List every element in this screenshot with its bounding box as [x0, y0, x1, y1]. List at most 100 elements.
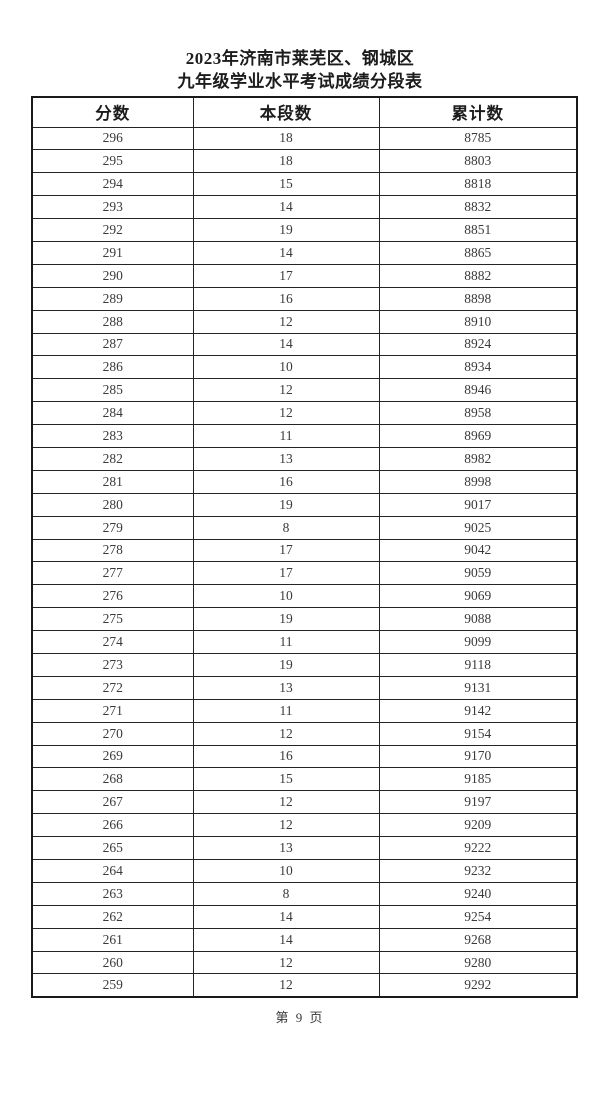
segment-count-cell: 14 — [192, 240, 380, 265]
segment-count-cell: 12 — [192, 309, 380, 334]
page-number: 第 9 页 — [275, 1009, 325, 1025]
score-cell: 293 — [31, 195, 194, 220]
score-cell: 285 — [31, 378, 194, 403]
table-row: 281 16 8998 — [31, 469, 578, 494]
segment-count-cell: 19 — [192, 492, 380, 517]
table-row: 284 12 8958 — [31, 401, 578, 426]
score-cell: 261 — [31, 927, 194, 952]
score-cell: 262 — [31, 904, 194, 929]
table-row: 296 18 8785 — [31, 126, 578, 151]
cumulative-count-cell: 8958 — [378, 401, 578, 426]
cumulative-count-cell: 9142 — [378, 698, 578, 723]
score-cell: 270 — [31, 721, 194, 746]
segment-count-cell: 8 — [192, 515, 380, 540]
segment-count-cell: 19 — [192, 607, 380, 632]
table-row: 294 15 8818 — [31, 172, 578, 197]
table-row: 277 17 9059 — [31, 561, 578, 586]
cumulative-count-cell: 9118 — [378, 652, 578, 677]
table-row: 280 19 9017 — [31, 492, 578, 517]
score-cell: 269 — [31, 744, 194, 769]
score-cell: 294 — [31, 172, 194, 197]
table-row: 259 12 9292 — [31, 973, 578, 998]
segment-count-cell: 12 — [192, 973, 380, 998]
cumulative-count-cell: 8851 — [378, 218, 578, 242]
score-cell: 274 — [31, 630, 194, 654]
cumulative-count-cell: 8832 — [378, 195, 578, 220]
score-cell: 268 — [31, 767, 194, 792]
column-header-score: 分数 — [31, 96, 194, 128]
cumulative-count-cell: 8818 — [378, 172, 578, 197]
score-cell: 291 — [31, 240, 194, 265]
cumulative-count-cell: 9292 — [378, 973, 578, 998]
segment-count-cell: 10 — [192, 355, 380, 380]
cumulative-count-cell: 9131 — [378, 675, 578, 700]
cumulative-count-cell: 9170 — [378, 744, 578, 769]
table-row: 292 19 8851 — [31, 218, 578, 242]
segment-count-cell: 17 — [192, 263, 380, 288]
segment-count-cell: 14 — [192, 904, 380, 929]
cumulative-count-cell: 8982 — [378, 446, 578, 471]
cumulative-count-cell: 8865 — [378, 240, 578, 265]
score-cell: 278 — [31, 538, 194, 563]
table-row: 282 13 8982 — [31, 446, 578, 471]
score-cell: 287 — [31, 332, 194, 357]
table-row: 263 8 9240 — [31, 881, 578, 906]
segment-count-cell: 15 — [192, 767, 380, 792]
cumulative-count-cell: 8924 — [378, 332, 578, 357]
score-cell: 263 — [31, 881, 194, 906]
cumulative-count-cell: 8946 — [378, 378, 578, 403]
table-row: 279 8 9025 — [31, 515, 578, 540]
segment-count-cell: 16 — [192, 744, 380, 769]
cumulative-count-cell: 9240 — [378, 881, 578, 906]
table-row: 260 12 9280 — [31, 950, 578, 975]
table-row: 285 12 8946 — [31, 378, 578, 403]
cumulative-count-cell: 9185 — [378, 767, 578, 792]
score-cell: 296 — [31, 126, 194, 151]
table-row: 290 17 8882 — [31, 263, 578, 288]
table-row: 265 13 9222 — [31, 836, 578, 860]
cumulative-count-cell: 9059 — [378, 561, 578, 586]
segment-count-cell: 10 — [192, 859, 380, 883]
segment-count-cell: 13 — [192, 446, 380, 471]
score-table: 分数 本段数 累计数 296 18 8785 295 18 8803 — [31, 96, 578, 998]
segment-count-cell: 17 — [192, 561, 380, 586]
segment-count-cell: 14 — [192, 927, 380, 952]
segment-count-cell: 12 — [192, 813, 380, 838]
score-cell: 273 — [31, 652, 194, 677]
score-cell: 277 — [31, 561, 194, 586]
segment-count-cell: 12 — [192, 721, 380, 746]
table-row: 261 14 9268 — [31, 927, 578, 952]
table-row: 276 10 9069 — [31, 584, 578, 609]
cumulative-count-cell: 9069 — [378, 584, 578, 609]
score-cell: 281 — [31, 469, 194, 494]
column-header-segment-count: 本段数 — [192, 96, 380, 128]
table-row: 293 14 8832 — [31, 195, 578, 220]
cumulative-count-cell: 9154 — [378, 721, 578, 746]
score-cell: 282 — [31, 446, 194, 471]
header-row: 分数 本段数 累计数 — [31, 96, 578, 128]
cumulative-count-cell: 8934 — [378, 355, 578, 380]
cumulative-count-cell: 8969 — [378, 424, 578, 448]
score-cell: 275 — [31, 607, 194, 632]
table-row: 288 12 8910 — [31, 309, 578, 334]
table-row: 268 15 9185 — [31, 767, 578, 792]
segment-count-cell: 18 — [192, 149, 380, 174]
score-cell: 290 — [31, 263, 194, 288]
cumulative-count-cell: 8882 — [378, 263, 578, 288]
score-cell: 279 — [31, 515, 194, 540]
document-title: 2023年济南市莱芜区、钢城区 九年级学业水平考试成绩分段表 — [0, 47, 600, 93]
segment-count-cell: 17 — [192, 538, 380, 563]
cumulative-count-cell: 9232 — [378, 859, 578, 883]
cumulative-count-cell: 8898 — [378, 286, 578, 311]
cumulative-count-cell: 9209 — [378, 813, 578, 838]
document-page: 2023年济南市莱芜区、钢城区 九年级学业水平考试成绩分段表 分数 本段数 累计… — [0, 47, 600, 1026]
segment-count-cell: 12 — [192, 401, 380, 426]
segment-count-cell: 11 — [192, 630, 380, 654]
score-cell: 264 — [31, 859, 194, 883]
column-header-cumulative-count: 累计数 — [378, 96, 578, 128]
segment-count-cell: 12 — [192, 950, 380, 975]
table-row: 295 18 8803 — [31, 149, 578, 174]
segment-count-cell: 13 — [192, 675, 380, 700]
table-row: 269 16 9170 — [31, 744, 578, 769]
score-cell: 289 — [31, 286, 194, 311]
